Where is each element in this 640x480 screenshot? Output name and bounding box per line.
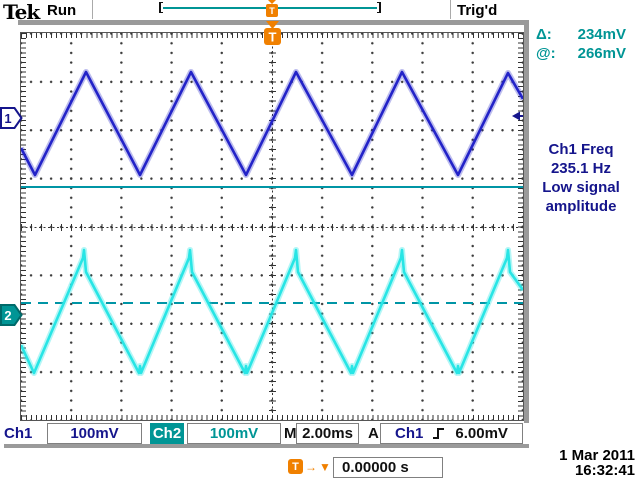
timebase-readout: 2.00ms [296, 423, 359, 444]
ch1-label: Ch1 [4, 425, 33, 442]
topbar-divider [450, 0, 451, 19]
trigger-level-arrow-icon [512, 111, 523, 121]
date-display: 1 Mar 2011 [559, 447, 635, 464]
waveform-display [21, 69, 523, 376]
measurement-line: 235.1 Hz [550, 160, 612, 177]
topbar-divider [92, 0, 93, 19]
shadow [524, 25, 529, 423]
measurement-line: Low signal [542, 179, 620, 196]
measurement-line: amplitude [545, 198, 617, 215]
trigger-level: 6.00mV [455, 425, 508, 442]
record-window-left-bracket [159, 2, 163, 13]
shadow [4, 444, 529, 448]
svg-text:2: 2 [4, 308, 11, 323]
ch2-ground-marker: 2 [0, 304, 23, 326]
trigger-position-readout: 0.00000 s [333, 457, 443, 478]
record-window-right-bracket [377, 2, 381, 13]
svg-text:T: T [269, 30, 277, 45]
rising-edge-icon [433, 428, 445, 439]
trigger-readout: Ch1 6.00mV [380, 423, 523, 444]
ch2-label: Ch2 [150, 423, 184, 444]
ch2-scale-readout: 100mV [187, 423, 281, 444]
horizontal-cursor-2 [21, 302, 523, 304]
trigger-position-readout-icon: T → ▼ [288, 459, 331, 474]
svg-text:1: 1 [4, 111, 11, 126]
cursor-at-row: @: 266mV [536, 45, 626, 62]
trigger-position-marker-icon: T [266, 0, 278, 17]
measurement-readout: Ch1 Freq 235.1 Hz Low signal amplitude [524, 140, 638, 216]
acquisition-status: Run [47, 2, 77, 19]
cursor-at-value: 266mV [577, 45, 626, 62]
cursor-delta-row: Δ: 234mV [536, 26, 626, 43]
ch1-waveform [21, 70, 523, 177]
horizontal-cursor-1 [21, 186, 523, 188]
graticule-center-horizontal-line [21, 226, 523, 228]
cursor-readout: Δ: 234mV @: 266mV [536, 26, 626, 64]
trigger-mode-label: A [368, 425, 379, 442]
ch1-scale-readout: 100mV [47, 423, 142, 444]
right-arrow-icon: → [305, 459, 317, 474]
graticule [20, 32, 524, 421]
trigger-position-badge-icon: T [264, 21, 281, 45]
svg-text:T: T [269, 6, 275, 16]
cursor-delta-label: Δ: [536, 26, 552, 43]
time-display: 16:32:41 [574, 462, 635, 479]
cursor-delta-value: 234mV [577, 26, 626, 43]
t-icon: T [288, 459, 303, 474]
timebase-label: M [284, 425, 297, 442]
trigger-source: Ch1 [395, 425, 424, 442]
trigger-status: Trig'd [457, 2, 498, 19]
cursor-at-label: @: [536, 45, 556, 62]
measurement-line: Ch1 Freq [548, 141, 614, 158]
down-triangle-icon: ▼ [319, 459, 331, 474]
ch1-ground-marker: 1 [0, 107, 23, 129]
ch2-waveform [21, 248, 523, 375]
